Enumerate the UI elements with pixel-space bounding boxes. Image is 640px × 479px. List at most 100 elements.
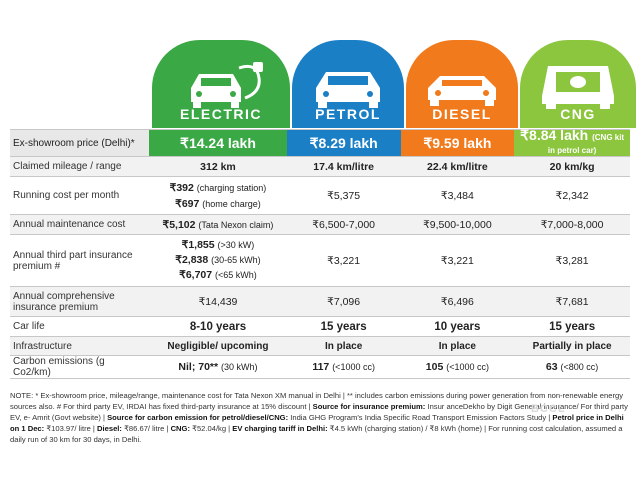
life-row: Car life 8-10 years 15 years 10 years 15… [10,316,630,337]
diesel-carbon-note: (<1000 cc) [446,362,489,372]
note-part: India GHG Program's India Specific Road … [290,413,551,422]
electric-carbon-cell: Nil; 70** (30 kWh) [149,355,287,379]
petrol-carbon-note: (<1000 cc) [332,362,375,372]
petrol-infra: In place [286,336,401,356]
note-part: EV charging tariff in Delhi: [232,424,328,433]
petrol-comprehensive: ₹7,096 [286,286,401,317]
electric-tp-3: ₹6,707 [179,269,213,281]
carbon-row: Carbon emissions (g Co2/km) Nil; 70** (3… [10,355,630,379]
cng-infra: Partially in place [514,336,630,356]
row-label: Annual comprehensive insurance premium [10,286,150,317]
electric-carbon: Nil; 70** [178,361,219,373]
electric-price: ₹14.24 lakh [149,129,287,157]
row-label: Annual maintenance cost [10,214,150,235]
diesel-maintenance: ₹9,500-10,000 [400,214,515,235]
diesel-price: ₹9.59 lakh [400,129,515,157]
row-label: Claimed mileage / range [10,156,150,177]
electric-running-1-note: (charging station) [196,182,267,193]
footnote: NOTE: * Ex-showroom price, mileage/range… [10,390,630,445]
electric-tp-1-note: (>30 kW) [217,240,255,250]
petrol-running: ₹5,375 [286,176,401,215]
petrol-header: PETROL [292,40,404,128]
comparison-table: Ex-showroom price (Delhi)* ₹14.24 lakh ₹… [10,127,630,379]
maintenance-row: Annual maintenance cost ₹5,102 (Tata Nex… [10,214,630,235]
cng-carbon-cell: 63 (<800 cc) [514,355,630,379]
diesel-car-icon [428,76,496,106]
diesel-header: DIESEL [406,40,518,128]
diesel-carbon-cell: 105 (<1000 cc) [400,355,515,379]
petrol-car-icon [316,72,380,108]
note-part: ₹52.04/kg | [192,424,231,433]
column-headers: ELECTRIC PETROL DIESEL [152,40,640,128]
electric-running: ₹392 (charging station) ₹697 (home charg… [149,176,287,215]
cng-maintenance: ₹7,000-8,000 [514,214,630,235]
electric-infra: Negligible/ upcoming [149,336,287,356]
cng-running: ₹2,342 [514,176,630,215]
petrol-label: PETROL [315,106,381,122]
petrol-price: ₹8.29 lakh [286,129,401,157]
cng-label: CNG [560,106,596,122]
cng-comprehensive: ₹7,681 [514,286,630,317]
row-label: Carbon emissions (g Co2/km) [10,355,150,379]
diesel-label: DIESEL [432,106,492,122]
cng-price: ₹8.84 lakh [520,127,589,143]
petrol-carbon: 117 [312,361,330,373]
cng-carbon: 63 [545,361,558,373]
diesel-infra: In place [400,336,515,356]
electric-maintenance-note: (Tata Nexon claim) [198,219,274,230]
electric-car-icon [191,62,263,108]
note-part: ₹4.5 kWh (charging station) / ₹8 kWh (ho… [10,424,623,444]
diesel-third-party: ₹3,221 [400,234,515,287]
comprehensive-row: Annual comprehensive insurance premium ₹… [10,286,630,317]
electric-tp-2: ₹2,838 [175,254,209,266]
cng-price-note: (CNG kit in petrol car) [547,133,625,155]
note-part: NOTE: * Ex-showroom price, mileage/range… [10,391,624,411]
note-part: Source for insurance premium: [312,402,426,411]
cng-life: 15 years [514,316,630,337]
cng-mileage: 20 km/kg [514,156,630,177]
electric-carbon-note: (30 kWh) [221,362,258,372]
petrol-maintenance: ₹6,500-7,000 [286,214,401,235]
price-row: Ex-showroom price (Delhi)* ₹14.24 lakh ₹… [10,127,630,157]
petrol-mileage: 17.4 km/litre [286,156,401,177]
note-part: ₹86.67/ litre | [124,424,169,433]
petrol-carbon-cell: 117 (<1000 cc) [286,355,401,379]
petrol-life: 15 years [286,316,401,337]
third-party-row: Annual third part insurance premium # ₹1… [10,234,630,287]
row-label: Running cost per month [10,176,150,215]
cng-car-icon [542,66,614,109]
note-part: Source for carbon emission for petrol/di… [107,413,289,422]
diesel-running: ₹3,484 [400,176,515,215]
electric-running-1: ₹392 [169,181,194,194]
watermark-logo: BCCL [531,403,566,415]
electric-running-2: ₹697 [175,197,200,210]
electric-mileage: 312 km [149,156,287,177]
diesel-comprehensive: ₹6,496 [400,286,515,317]
electric-third-party: ₹1,855 (>30 kW) ₹2,838 (30-65 kWh) ₹6,70… [149,234,287,287]
electric-tp-2-note: (30-65 kWh) [211,255,261,265]
row-label: Annual third part insurance premium # [10,234,150,287]
electric-tp-1: ₹1,855 [181,239,215,251]
electric-header: ELECTRIC [152,40,290,128]
note-part: ₹103.97/ litre | [46,424,95,433]
electric-maintenance-cell: ₹5,102 (Tata Nexon claim) [149,214,287,235]
note-part: Petrol price in Delhi on 1 Dec: [10,413,624,433]
petrol-third-party: ₹3,221 [286,234,401,287]
note-part: CNG: [170,424,190,433]
cng-carbon-note: (<800 cc) [560,362,599,372]
cng-price-cell: ₹8.84 lakh (CNG kit in petrol car) [514,127,630,157]
infra-row: Infrastructure Negligible/ upcoming In p… [10,336,630,356]
electric-tp-3-note: (<65 kWh) [215,270,257,280]
diesel-mileage: 22.4 km/litre [400,156,515,177]
row-label: Ex-showroom price (Delhi)* [10,129,150,157]
row-label: Car life [10,316,150,337]
row-label: Infrastructure [10,336,150,356]
electric-comprehensive: ₹14,439 [149,286,287,317]
electric-running-2-note: (home charge) [202,198,261,209]
cng-header: CNG [520,40,636,128]
diesel-carbon: 105 [425,361,444,373]
electric-maintenance: ₹5,102 [162,218,196,231]
electric-label: ELECTRIC [180,106,262,122]
cng-third-party: ₹3,281 [514,234,630,287]
running-row: Running cost per month ₹392 (charging st… [10,176,630,215]
